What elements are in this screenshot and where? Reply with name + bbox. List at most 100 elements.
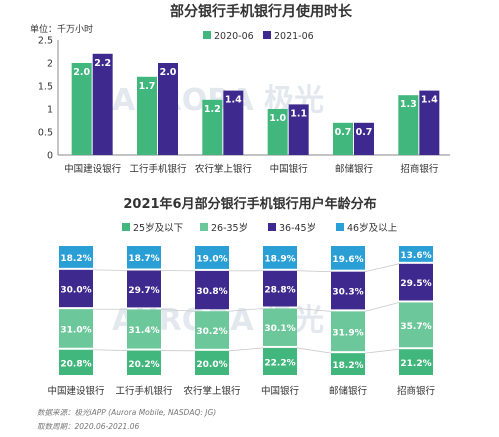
chart2-legend-label: 46岁及以上 [347,222,398,234]
chart2-data-label: 21.2% [400,359,431,369]
chart1-data-label: 2.0 [73,67,90,78]
chart1-category-label: 招商银行 [400,163,439,175]
chart2-segment [263,246,297,269]
chart2-data-label: 30.8% [196,287,227,297]
chart1-data-label: 1.7 [139,81,156,92]
chart2-segment [195,246,229,269]
chart1-category-label: 邮储银行 [335,163,374,175]
chart2-data-label: 20.8% [60,359,91,369]
chart2-connector-line [296,270,332,273]
chart1-data-label: 1.3 [400,99,417,110]
chart1-data-label: 0.7 [356,127,373,138]
chart2-connector-line [364,263,400,273]
chart1-data-label: 1.1 [290,108,307,119]
chart1-legend-swatch [203,31,211,39]
chart2-segment [195,311,229,349]
chart2-data-label: 29.5% [400,279,431,289]
chart2-data-label: 28.8% [264,286,295,296]
chart2-data-label: 20.0% [196,360,227,370]
chart1-y-tick-label: 2 [47,59,53,70]
chart2-segment [331,271,365,310]
chart1-category-label: 农行掌上银行 [195,163,253,175]
chart1-legend-label: 2020-06 [214,31,254,42]
chart2-data-label: 22.2% [264,358,295,368]
chart1-legend: 2020-06 2021-06 [203,31,314,42]
chart1-category-label: 中国建设银行 [64,163,122,175]
chart2-segment [59,246,93,268]
chart1-unit-label: 单位：千万小时 [30,23,93,35]
chart1-bar [92,53,113,155]
chart2-legend-label: 36-45岁 [279,222,316,234]
chart2-legend-label: 26-35岁 [211,222,248,234]
chart2-title: 2021年6月部分银行手机银行用户年龄分布 [123,196,376,212]
chart2-connector-line [92,269,128,271]
chart2-x-labels: 中国建设银行 工行手机银行 农行掌上银行 中国银行 邮储银行 招商银行 [47,385,435,397]
chart1-bar [354,122,374,155]
chart2-segment [263,347,297,375]
chart2-segment [59,269,93,308]
chart2-segment [127,350,161,375]
chart1-bar [288,104,309,155]
chart1-bar [202,99,223,155]
chart2-connector-line [296,308,332,312]
chart1-bar [158,63,178,155]
chart1-bars: 2.0 2.2 1.7 2.0 1.2 1.4 1.0 1.1 0.7 0.7 1.3 1.4 [71,53,440,155]
chart1-data-label: 1.4 [225,95,242,106]
chart2-segment [195,270,229,310]
chart2-data-label: 13.6% [400,251,431,261]
chart2-connector-line [296,347,332,354]
chart2-data-label: 19.6% [332,255,363,265]
chart2-data-label: 35.7% [400,322,431,332]
source-note: 数据来源：极光iAPP (Aurora Mobile, NASDAQ: JG) [37,408,217,417]
chart2-connector-line [92,349,128,351]
chart2-segment [263,308,297,346]
chart2-data-label: 30.3% [332,288,363,298]
chart2-segment [127,246,161,269]
chart1-title: 部分银行手机银行月使用时长 [170,3,353,20]
chart2-category-label: 农行掌上银行 [183,385,241,397]
chart2-connector-line [364,348,400,354]
period-note: 取数周期：2020.06-2021.06 [37,422,140,431]
chart2-connector-line [228,347,264,352]
chart1-legend-label: 2021-06 [274,31,314,42]
chart2-category-label: 中国银行 [261,385,300,397]
chart2-data-label: 20.2% [128,360,159,370]
chart1-data-label: 2.2 [94,58,111,69]
chart2-legend-label: 25岁及以下 [133,222,183,234]
chart1-y-axis: 0 0.5 1 1.5 2 2.5 [38,36,450,162]
chart2-data-label: 30.1% [264,324,295,334]
chart1-x-labels: 中国建设银行 工行手机银行 农行掌上银行 中国银行 邮储银行 招商银行 [64,163,439,175]
chart2-data-label: 18.2% [332,361,363,371]
chart2-stacked-bars: 20.8% 31.0% 30.0% 18.2% 20.2% 31.4% 29.7% 18.7%… [59,246,433,375]
chart1-bar [419,90,440,155]
chart2-segment [59,309,93,348]
chart2-segment [127,309,161,349]
chart2-segment [331,246,365,270]
chart2-legend-swatch [268,223,276,231]
chart1-y-tick-label: 1.5 [38,82,53,93]
chart2-data-label: 31.4% [128,326,159,336]
chart2-data-label: 19.0% [196,254,227,264]
chart1-y-tick-label: 1 [47,105,53,116]
chart2-legend-swatch [336,223,344,231]
chart2-segment [263,270,297,307]
chart1-y-tick-label: 0 [47,151,53,162]
chart1-bar [223,90,244,155]
chart2-segment [59,349,93,375]
chart1-category-label: 中国银行 [270,163,309,175]
chart2-segment [399,246,433,262]
chart2-segment [127,270,161,308]
chart1-data-label: 1.4 [421,95,438,106]
chart2-legend: 25岁及以下 26-35岁 36-45岁 46岁及以上 [122,222,398,234]
chart2-category-label: 招商银行 [397,385,436,397]
chart1-bar [267,109,288,155]
chart2-connector-line [228,308,264,312]
chart1-bar [333,122,353,155]
chart1-data-label: 2.0 [160,67,177,78]
chart2-data-label: 30.2% [196,327,227,337]
chart2-segment [195,350,229,375]
chart1-bar [71,63,92,155]
chart2-segment [331,353,365,375]
chart1-bar [137,76,157,155]
chart2-data-label: 31.9% [332,328,363,338]
